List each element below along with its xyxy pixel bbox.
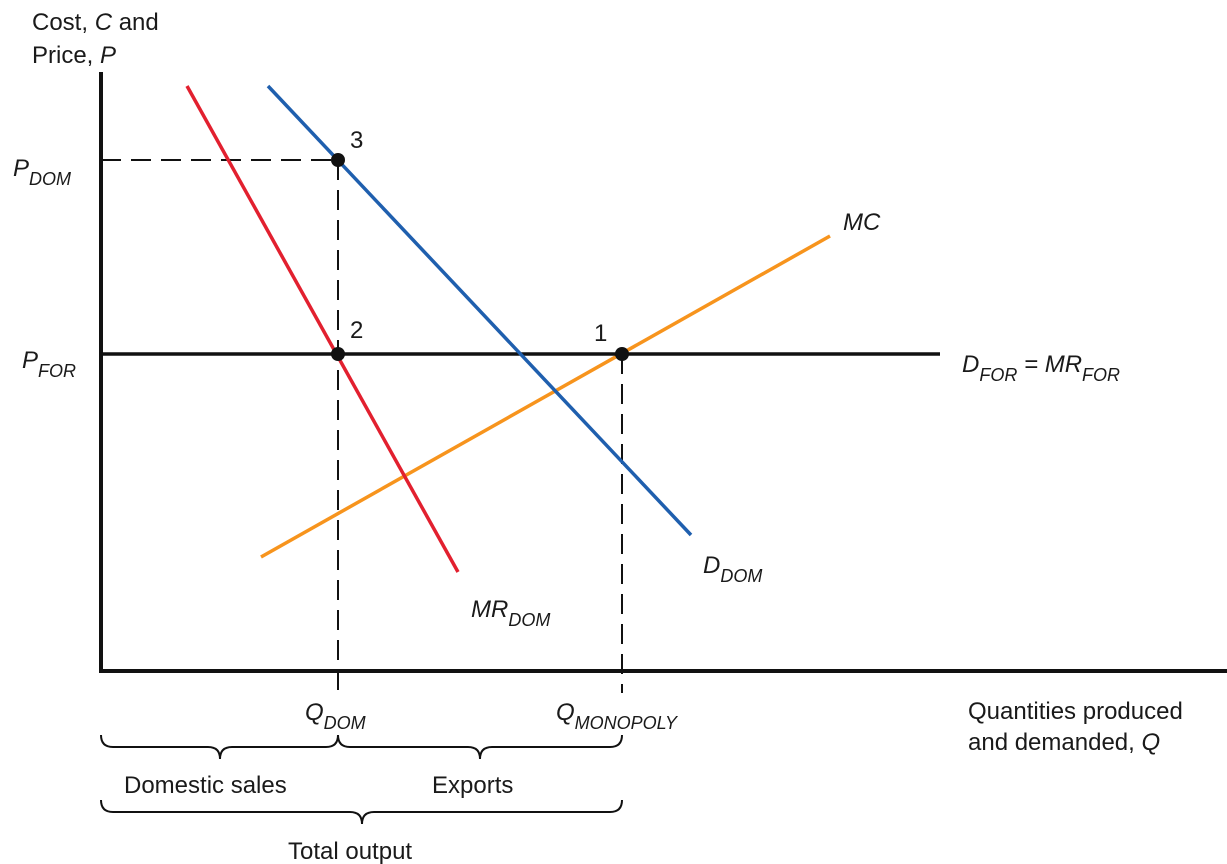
p-for-label: PFOR	[22, 347, 76, 381]
point-3-label: 3	[350, 127, 363, 154]
d-for-mr-for-label: DFOR = MRFOR	[962, 351, 1120, 385]
exports-brace	[337, 734, 623, 760]
y-axis-label-line2: Price, P	[32, 42, 116, 69]
x-axis-label-line2: and demanded, Q	[968, 729, 1160, 756]
point-2-marker	[331, 347, 345, 361]
total-output-label: Total output	[288, 838, 412, 864]
exports-label: Exports	[432, 772, 513, 799]
d-dom-label: DDOM	[703, 552, 762, 586]
d-dom-curve	[266, 84, 693, 537]
point-2-label: 2	[350, 317, 363, 344]
domestic-sales-label: Domestic sales	[124, 772, 287, 799]
point-1-label: 1	[594, 320, 607, 347]
x-axis-label-line1: Quantities produced	[968, 698, 1183, 725]
mr-dom-curve	[185, 85, 460, 573]
y-axis-label-line1: Cost, C and	[32, 9, 159, 36]
point-1-marker	[615, 347, 629, 361]
mc-label: MC	[843, 209, 881, 236]
mc-curve	[260, 234, 831, 559]
q-monopoly-label: QMONOPOLY	[556, 699, 679, 733]
q-dom-label: QDOM	[305, 699, 366, 733]
domestic-sales-brace	[100, 734, 339, 760]
point-3-marker	[331, 153, 345, 167]
p-dom-label: PDOM	[13, 155, 71, 189]
total-output-brace	[100, 799, 623, 825]
mr-dom-label: MRDOM	[471, 596, 550, 630]
